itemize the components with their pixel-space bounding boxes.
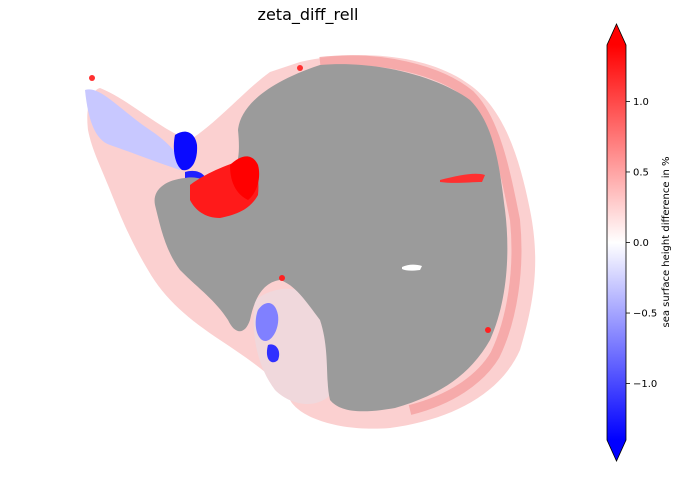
chart-title: zeta_diff_rell (258, 5, 359, 25)
coastal-red-speck (279, 275, 285, 281)
coastal-red-speck (89, 75, 95, 81)
colorbar-tick-label: 1.0 (633, 97, 649, 108)
antarctica-land (154, 64, 508, 412)
coastal-red-speck (297, 65, 303, 71)
ross-amundsen-region (85, 89, 180, 170)
colorbar-tick-label: 0.0 (633, 238, 649, 249)
coastal-red-speck (485, 327, 491, 333)
colorbar-extend-max (607, 24, 626, 45)
colorbar-body (607, 45, 626, 440)
colorbar-extend-min (607, 440, 626, 461)
colorbar-ticks: 1.0 0.5 0.0 −0.5 −1.0 (626, 97, 657, 390)
inland-white-patch (402, 264, 422, 271)
east-ice-streak (440, 173, 485, 183)
east-coastal-band (319, 55, 522, 415)
colorbar: 1.0 0.5 0.0 −0.5 −1.0 sea surface height dif… (606, 23, 672, 462)
weddell-blue-patch (255, 303, 279, 341)
map (85, 55, 536, 429)
colorbar-outline (606, 23, 627, 462)
colorbar-tick-label: 0.5 (633, 167, 649, 178)
weddell-blue-patch-2 (266, 344, 280, 363)
ross-blue-patch (173, 131, 198, 171)
colorbar-label: sea surface height difference in % (661, 156, 672, 327)
ross-ice-shelf-red-2 (230, 156, 260, 200)
colorbar-tick-label: −1.0 (633, 379, 657, 390)
colorbar-tick-label: −0.5 (633, 309, 657, 320)
